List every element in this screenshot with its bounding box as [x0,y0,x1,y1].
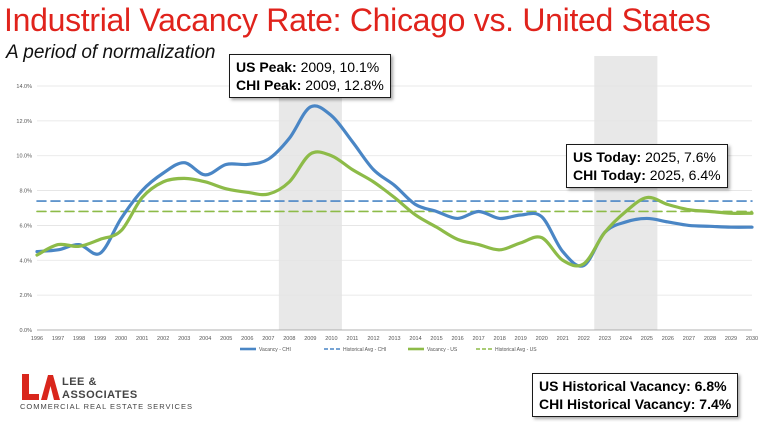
today-chi-label: CHI Today: [573,167,646,183]
x-tick-label: 2027 [683,336,695,342]
lee-associates-logo-icon [22,374,60,400]
hist-us-label: US Historical Vacancy: [539,378,691,394]
legend-label: Historical Avg - US [495,347,537,353]
logo-name-line2: ASSOCIATES [62,389,138,401]
x-tick-label: 2016 [451,336,463,342]
x-tick-label: 2001 [136,336,148,342]
x-tick-label: 2007 [262,336,274,342]
hist-chi-value: 7.4% [699,396,732,412]
y-tick-label: 10.0% [16,154,32,160]
logo-tagline: COMMERCIAL REAL ESTATE SERVICES [20,402,193,411]
y-tick-label: 6.0% [19,223,32,229]
y-tick-label: 4.0% [19,258,32,264]
x-tick-label: 1997 [52,336,64,342]
today-callout: US Today: 2025, 7.6% CHI Today: 2025, 6.… [566,144,728,188]
x-tick-label: 2008 [283,336,295,342]
x-tick-label: 2029 [725,336,737,342]
x-tick-label: 2018 [494,336,506,342]
y-tick-label: 2.0% [19,293,32,299]
series-line-vacancy-chi [35,104,754,268]
x-tick-label: 2017 [472,336,484,342]
shaded-period-1 [594,56,658,330]
x-tick-label: 2013 [388,336,400,342]
series-line-vacancy-us [35,150,754,268]
x-tick-label: 2023 [599,336,611,342]
page-title: Industrial Vacancy Rate: Chicago vs. Uni… [4,2,711,38]
x-tick-label: 2000 [115,336,127,342]
legend-label: Vacancy - CHI [259,347,291,353]
y-tick-label: 14.0% [16,84,32,90]
shaded-period-0 [278,56,342,330]
page-subtitle: A period of normalization [6,42,216,63]
x-tick-label: 2009 [304,336,316,342]
hist-chi-label: CHI Historical Vacancy: [539,396,696,412]
x-tick-label: 2028 [704,336,716,342]
y-tick-label: 12.0% [16,119,32,125]
x-tick-label: 2015 [430,336,442,342]
peak-us-value: 2009, 10.1% [300,59,380,75]
x-tick-label: 2002 [157,336,169,342]
x-tick-label: 1998 [73,336,85,342]
x-tick-label: 2004 [199,336,211,342]
x-tick-label: 2024 [620,336,632,342]
x-tick-label: 2006 [241,336,253,342]
x-tick-label: 2020 [536,336,548,342]
logo-name-line1: LEE & [62,376,97,388]
x-tick-label: 2030 [746,336,758,342]
x-tick-label: 2005 [220,336,232,342]
peak-chi-value: 2009, 12.8% [305,77,384,93]
x-tick-label: 2010 [325,336,337,342]
x-tick-label: 1996 [31,336,43,342]
x-tick-label: 2025 [641,336,653,342]
historical-callout: US Historical Vacancy: 6.8% CHI Historic… [532,373,739,417]
x-tick-label: 2003 [178,336,190,342]
x-tick-label: 2019 [515,336,527,342]
x-tick-label: 2022 [578,336,590,342]
y-tick-label: 8.0% [19,189,32,195]
peak-chi-label: CHI Peak: [236,77,302,93]
x-tick-label: 2014 [409,336,421,342]
x-tick-label: 2021 [557,336,569,342]
today-us-label: US Today: [573,149,642,165]
logo-name: LEE & ASSOCIATES [62,376,138,402]
peak-us-label: US Peak: [236,59,297,75]
today-chi-value: 2025, 6.4% [649,167,721,183]
x-tick-label: 2026 [662,336,674,342]
y-tick-label: 0.0% [19,328,32,334]
peak-callout: US Peak: 2009, 10.1% CHI Peak: 2009, 12.… [229,54,391,98]
x-tick-label: 2012 [367,336,379,342]
hist-us-value: 6.8% [694,378,727,394]
today-us-value: 2025, 7.6% [645,149,716,165]
legend-label: Vacancy - US [427,347,458,353]
x-tick-label: 1999 [94,336,106,342]
legend-label: Historical Avg - CHI [343,347,386,353]
x-tick-label: 2011 [347,336,359,342]
